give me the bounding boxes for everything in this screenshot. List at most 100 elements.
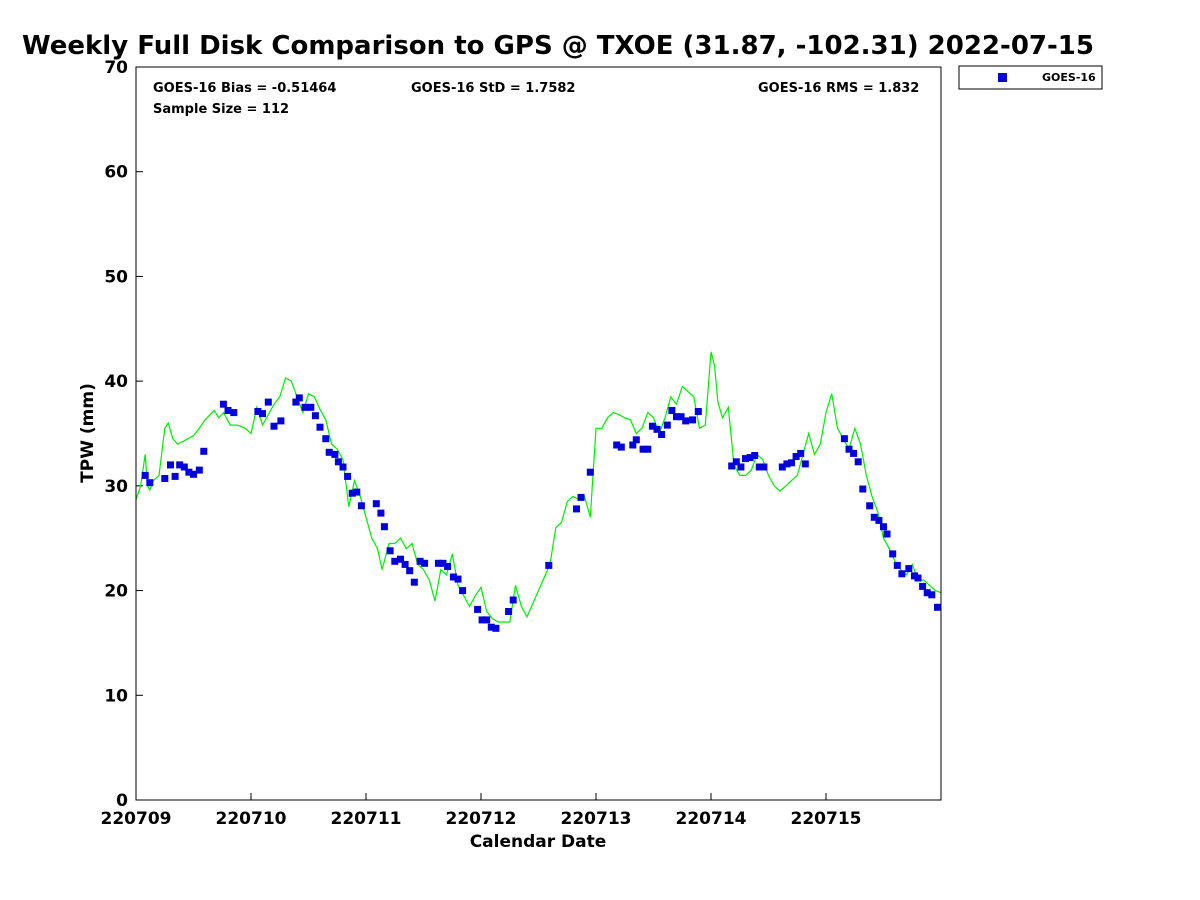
goes-data-point xyxy=(185,468,193,476)
goes-data-point xyxy=(859,485,867,493)
goes-data-point xyxy=(778,463,786,471)
goes-data-point xyxy=(658,431,666,438)
stat-std: GOES-16 StD = 1.7582 xyxy=(411,81,575,96)
x-tick-labels: 220709 220710 220711 220712 220713 220714 2207… xyxy=(101,809,862,829)
goes-data-point xyxy=(401,560,409,568)
stat-bias: GOES-16 Bias = -0.51464 xyxy=(153,81,336,96)
gps-series-line xyxy=(135,351,942,623)
goes-data-point xyxy=(171,472,179,480)
goes-data-point xyxy=(866,502,874,510)
goes-data-point xyxy=(694,408,702,415)
goes-data-point xyxy=(224,407,232,414)
goes-data-point xyxy=(307,403,315,411)
goes-data-point xyxy=(617,443,625,451)
axis-ticks xyxy=(135,66,827,801)
goes-data-point xyxy=(742,455,749,463)
goes-data-point xyxy=(434,559,442,567)
goes-data-point xyxy=(339,463,347,471)
plot-area xyxy=(135,351,942,632)
goes-data-point xyxy=(928,591,936,599)
goes-data-point xyxy=(454,575,462,583)
goes-data-point xyxy=(845,445,853,453)
goes-data-point xyxy=(893,561,901,569)
goes-data-point xyxy=(850,449,858,457)
y-tick-label: 60 xyxy=(104,163,128,183)
goes-data-point xyxy=(783,460,791,468)
goes-data-point xyxy=(728,462,736,470)
x-tick-label: 220712 xyxy=(446,809,517,829)
goes-data-point xyxy=(737,463,745,471)
goes-data-point xyxy=(755,463,763,471)
goes-data-point xyxy=(444,563,452,570)
goes-data-point xyxy=(230,409,238,417)
goes-data-point xyxy=(889,550,897,558)
goes-data-point xyxy=(391,557,399,565)
goes-data-point xyxy=(509,596,517,604)
x-tick-label: 220714 xyxy=(676,809,747,829)
goes-data-point xyxy=(190,470,197,478)
goes-data-point xyxy=(492,624,500,632)
goes-data-point xyxy=(792,453,800,460)
goes-data-point xyxy=(146,479,154,487)
x-tick-label: 220711 xyxy=(331,809,402,829)
legend-box xyxy=(958,65,1103,90)
goes-data-point xyxy=(797,449,805,457)
goes-data-point xyxy=(386,547,394,555)
goes-data-point xyxy=(923,589,931,597)
goes-data-point xyxy=(760,463,768,471)
goes-data-point xyxy=(259,410,266,418)
goes-data-point xyxy=(322,435,330,443)
goes-data-point xyxy=(180,463,188,471)
goes-data-point xyxy=(459,587,467,595)
stat-sample-size: Sample Size = 112 xyxy=(153,102,289,117)
goes-data-point xyxy=(840,435,848,443)
y-tick-label: 10 xyxy=(104,686,128,706)
goes-series-markers xyxy=(141,394,941,632)
goes-data-point xyxy=(586,468,594,476)
goes-data-point xyxy=(474,605,482,613)
goes-data-point xyxy=(732,458,740,466)
legend: GOES-16 xyxy=(958,65,1103,90)
goes-data-point xyxy=(439,559,447,567)
goes-data-point xyxy=(167,461,174,469)
x-tick-label: 220713 xyxy=(561,809,632,829)
y-tick-label: 30 xyxy=(104,477,128,497)
goes-data-point xyxy=(325,448,333,456)
x-tick-label: 220709 xyxy=(101,809,172,829)
goes-data-point xyxy=(677,413,685,421)
y-tick-label: 20 xyxy=(104,582,128,602)
plot-frame xyxy=(135,66,942,801)
stat-rms: GOES-16 RMS = 1.832 xyxy=(758,81,919,96)
y-tick-labels: 0 10 20 30 40 50 60 70 xyxy=(104,58,128,811)
goes-data-point xyxy=(410,578,418,586)
goes-data-point xyxy=(344,472,352,480)
x-axis-label: Calendar Date xyxy=(470,832,607,852)
goes-data-point xyxy=(277,417,285,425)
goes-data-point xyxy=(801,460,809,468)
goes-data-point xyxy=(870,513,878,521)
goes-data-point xyxy=(898,570,906,578)
goes-data-point xyxy=(478,616,486,624)
goes-data-point xyxy=(353,488,361,496)
goes-data-point xyxy=(905,565,913,573)
goes-data-point xyxy=(934,603,941,611)
goes-data-point xyxy=(449,573,457,581)
goes-data-point xyxy=(316,423,324,431)
y-tick-label: 50 xyxy=(104,267,128,287)
x-tick-label: 220710 xyxy=(216,809,287,829)
goes-data-point xyxy=(751,452,759,459)
goes-data-point xyxy=(545,561,553,569)
goes-data-point xyxy=(682,417,690,425)
goes-data-point xyxy=(573,505,580,513)
goes-data-point xyxy=(380,523,388,531)
goes-data-point xyxy=(854,458,862,466)
legend-marker-goes xyxy=(998,73,1007,82)
goes-data-point xyxy=(914,574,922,582)
goes-data-point xyxy=(331,450,339,458)
goes-data-point xyxy=(372,500,380,508)
goes-data-point xyxy=(577,493,585,501)
goes-data-point xyxy=(295,394,303,402)
goes-data-point xyxy=(639,445,647,453)
goes-data-point xyxy=(270,422,278,430)
